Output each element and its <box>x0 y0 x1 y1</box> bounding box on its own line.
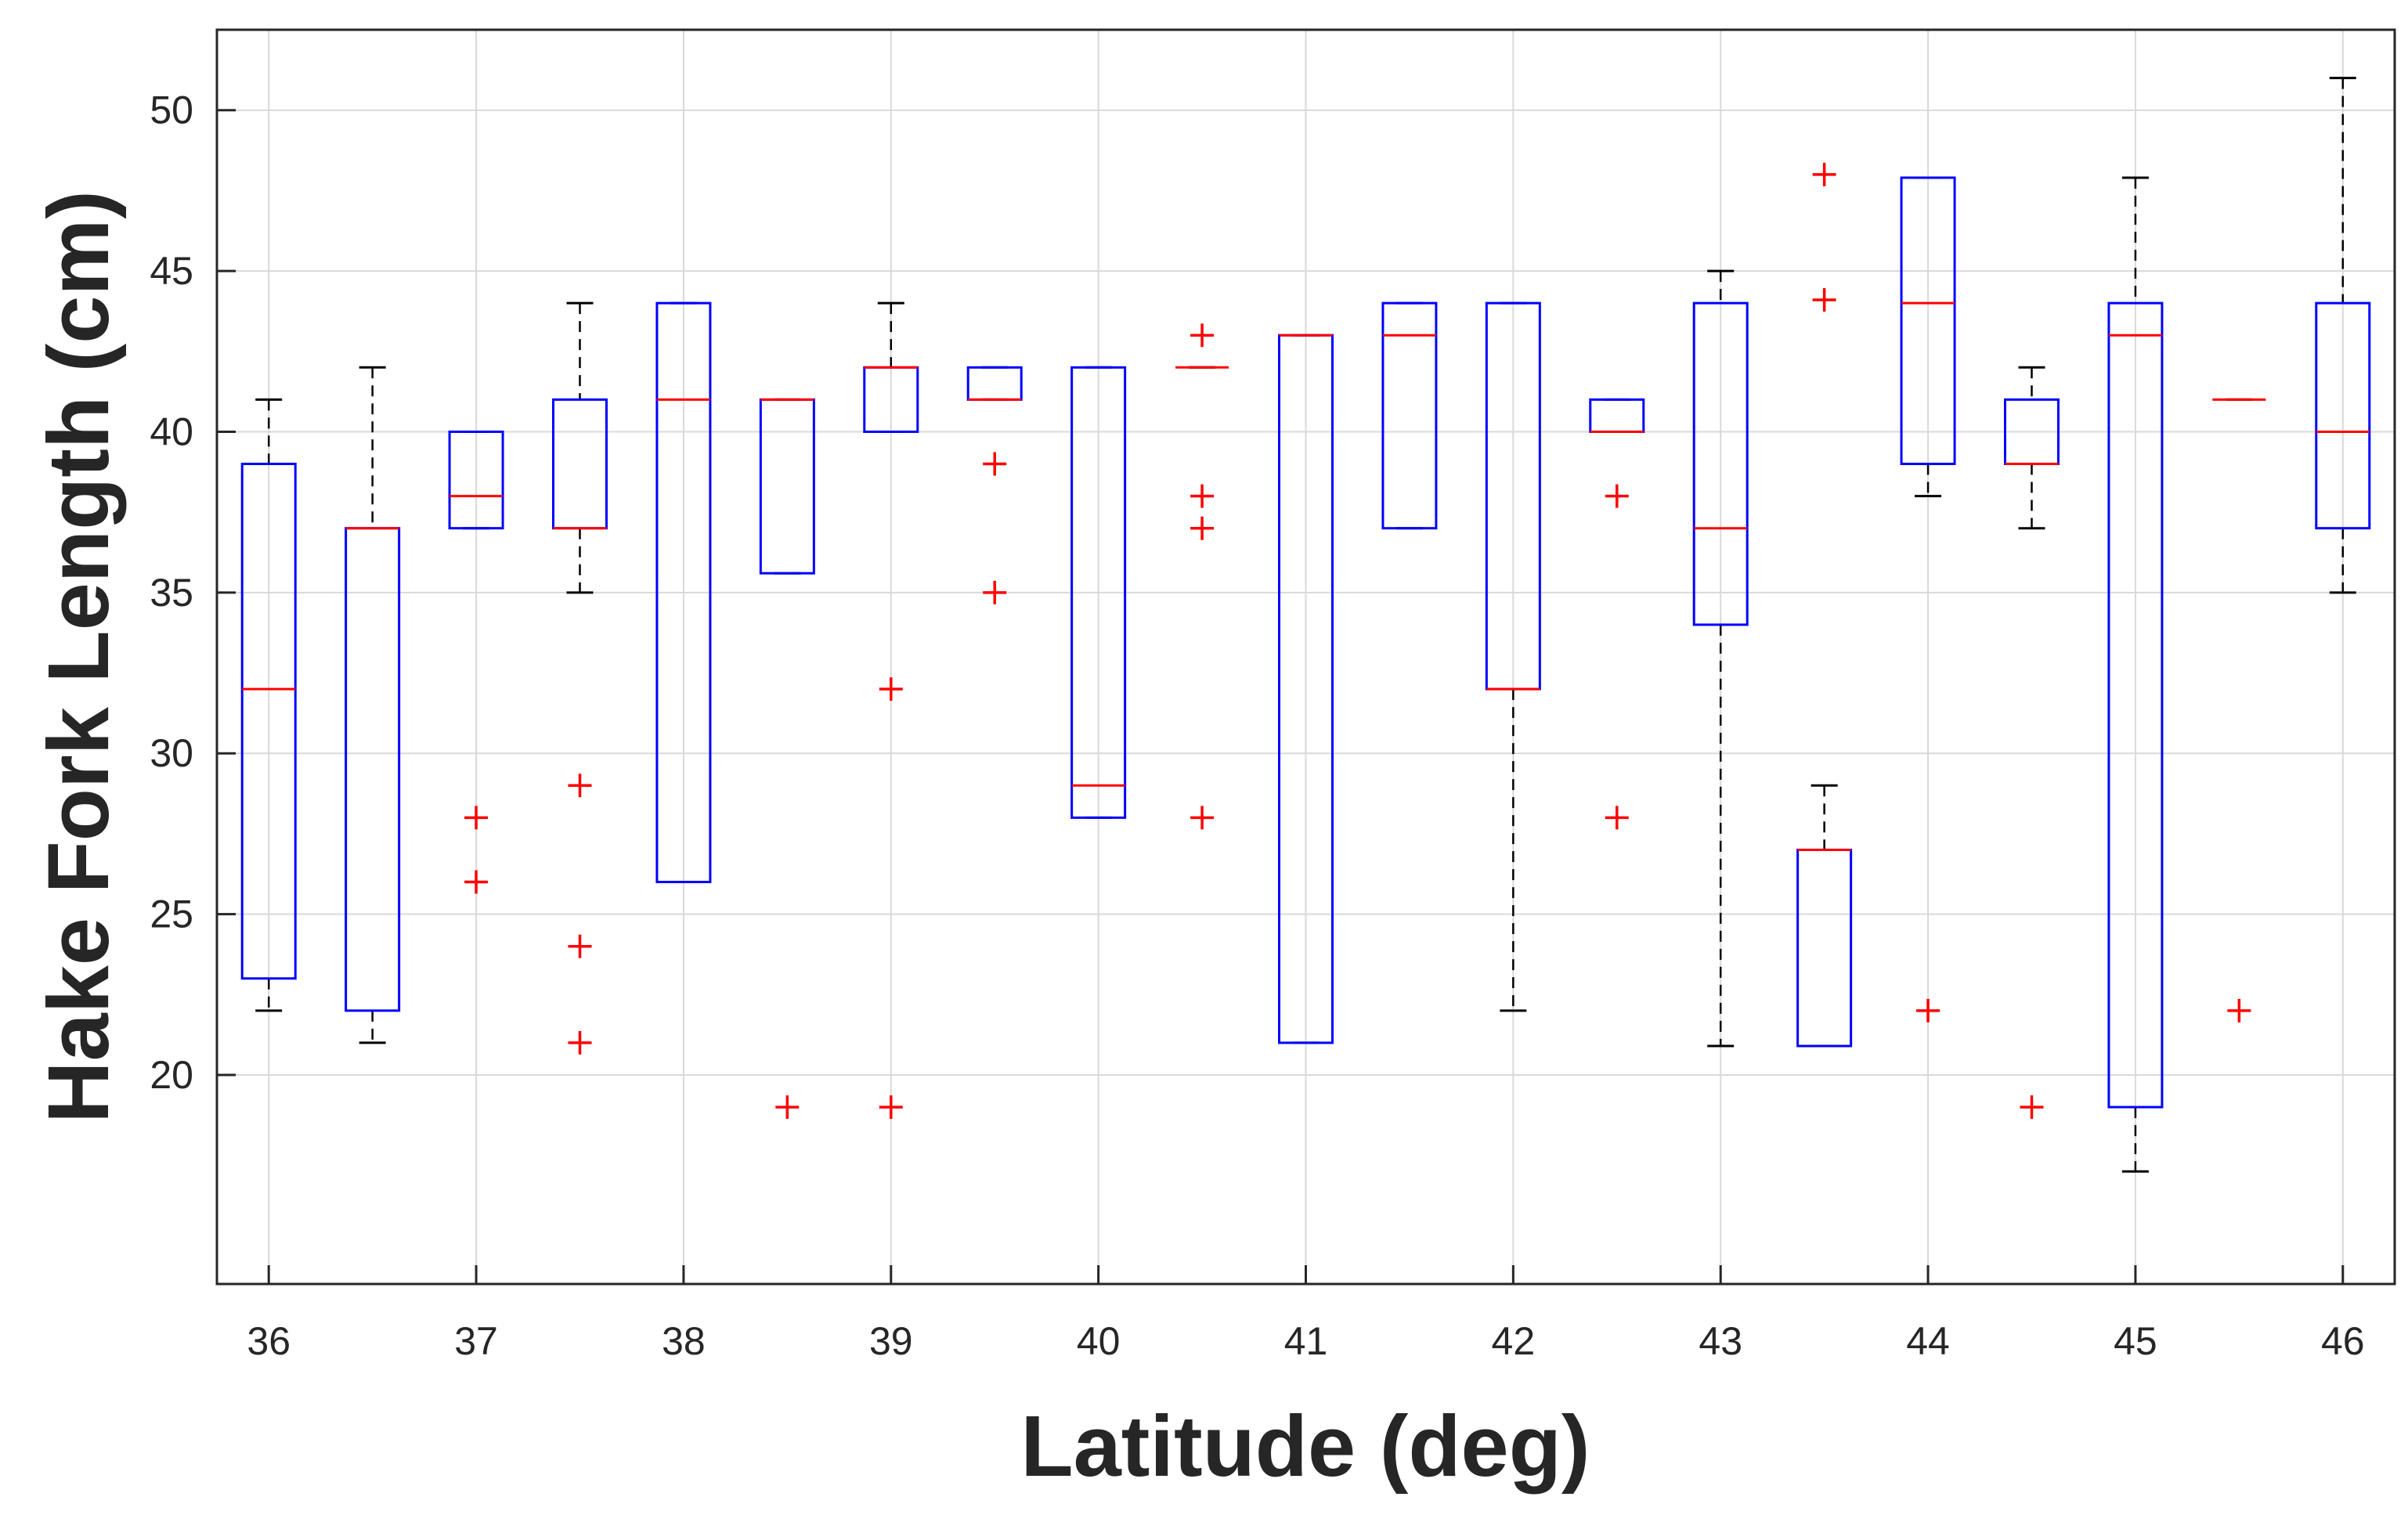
x-tick-label: 36 <box>247 1319 291 1363</box>
outlier-marker <box>2227 998 2251 1022</box>
outlier-marker <box>1190 484 1215 508</box>
iqr-box <box>345 527 401 1012</box>
x-tick-label: 46 <box>2321 1319 2365 1363</box>
outlier-marker <box>464 870 489 894</box>
iqr-box <box>1070 366 1127 819</box>
y-tick-label: 35 <box>150 571 193 615</box>
outlier-marker <box>1190 806 1215 830</box>
box-group <box>1070 366 1127 819</box>
iqr-box <box>240 463 297 980</box>
box-group <box>1485 301 1541 1012</box>
outlier-marker <box>568 774 592 798</box>
box-group <box>2212 398 2266 1022</box>
box-group <box>1278 334 1334 1044</box>
box-group <box>2107 176 2164 1173</box>
iqr-box <box>1381 301 1438 530</box>
outlier-marker <box>879 677 903 701</box>
box-group <box>759 398 815 1120</box>
x-tick-label: 38 <box>662 1319 706 1363</box>
y-tick-label: 30 <box>150 731 193 775</box>
box-group <box>2315 77 2371 594</box>
outlier-marker <box>1190 323 1215 348</box>
y-tick-label: 40 <box>150 409 193 453</box>
box-group <box>345 366 401 1044</box>
iqr-box <box>552 398 608 530</box>
iqr-box <box>1796 848 1853 1048</box>
outlier-marker <box>2020 1095 2044 1120</box>
box-group <box>2004 366 2060 1120</box>
outlier-marker <box>879 1095 903 1120</box>
box-group <box>1589 398 1645 830</box>
box-group <box>1692 269 1749 1048</box>
x-tick-label: 43 <box>1699 1319 1742 1363</box>
y-axis-title: Hake Fork Length (cm) <box>31 190 127 1123</box>
outlier-marker <box>1605 806 1629 830</box>
outlier-marker <box>464 806 489 830</box>
x-tick-label: 40 <box>1077 1319 1121 1363</box>
box-group <box>1381 301 1438 530</box>
x-tick-label: 45 <box>2114 1319 2157 1363</box>
box-group <box>966 366 1023 604</box>
box-group <box>1900 176 1956 1022</box>
y-tick-label: 25 <box>150 893 193 936</box>
outlier-marker <box>568 934 592 958</box>
outlier-marker <box>1190 516 1215 540</box>
box-group <box>552 301 608 1055</box>
iqr-box <box>966 366 1023 401</box>
grid <box>217 30 2395 1284</box>
outlier-marker <box>775 1095 800 1120</box>
iqr-box <box>655 301 712 884</box>
iqr-box <box>2107 301 2164 1109</box>
box-group <box>1796 162 1853 1048</box>
outlier-marker <box>1812 288 1836 312</box>
x-tick-label: 42 <box>1492 1319 1536 1363</box>
iqr-box <box>1589 398 1645 433</box>
outlier-marker <box>983 452 1007 476</box>
box-group <box>240 398 297 1012</box>
axis-ticks: 36 37 38 39 40 41 42 43 44 45 46 20 25 30 35 40 45 50 <box>150 88 2364 1363</box>
outlier-marker <box>1812 162 1836 186</box>
y-tick-label: 20 <box>150 1053 193 1097</box>
y-tick-label: 50 <box>150 88 193 132</box>
box-group <box>655 301 712 884</box>
boxes <box>240 77 2371 1173</box>
iqr-box <box>2315 301 2371 530</box>
outlier-marker <box>1916 998 1940 1022</box>
box-group <box>1175 323 1229 830</box>
outlier-marker <box>983 580 1007 604</box>
y-tick-label: 45 <box>150 249 193 293</box>
box-group <box>448 430 504 894</box>
iqr-box <box>759 398 815 575</box>
iqr-box <box>1692 301 1749 626</box>
x-tick-label: 39 <box>869 1319 913 1363</box>
iqr-box <box>448 430 504 530</box>
outlier-marker <box>568 1030 592 1055</box>
iqr-box <box>1900 176 1956 466</box>
x-tick-label: 41 <box>1284 1319 1328 1363</box>
x-tick-label: 37 <box>454 1319 498 1363</box>
box-group <box>863 301 919 1120</box>
outlier-marker <box>1605 484 1629 508</box>
x-tick-label: 44 <box>1906 1319 1950 1363</box>
x-axis-title: Latitude (deg) <box>1020 1398 1590 1495</box>
